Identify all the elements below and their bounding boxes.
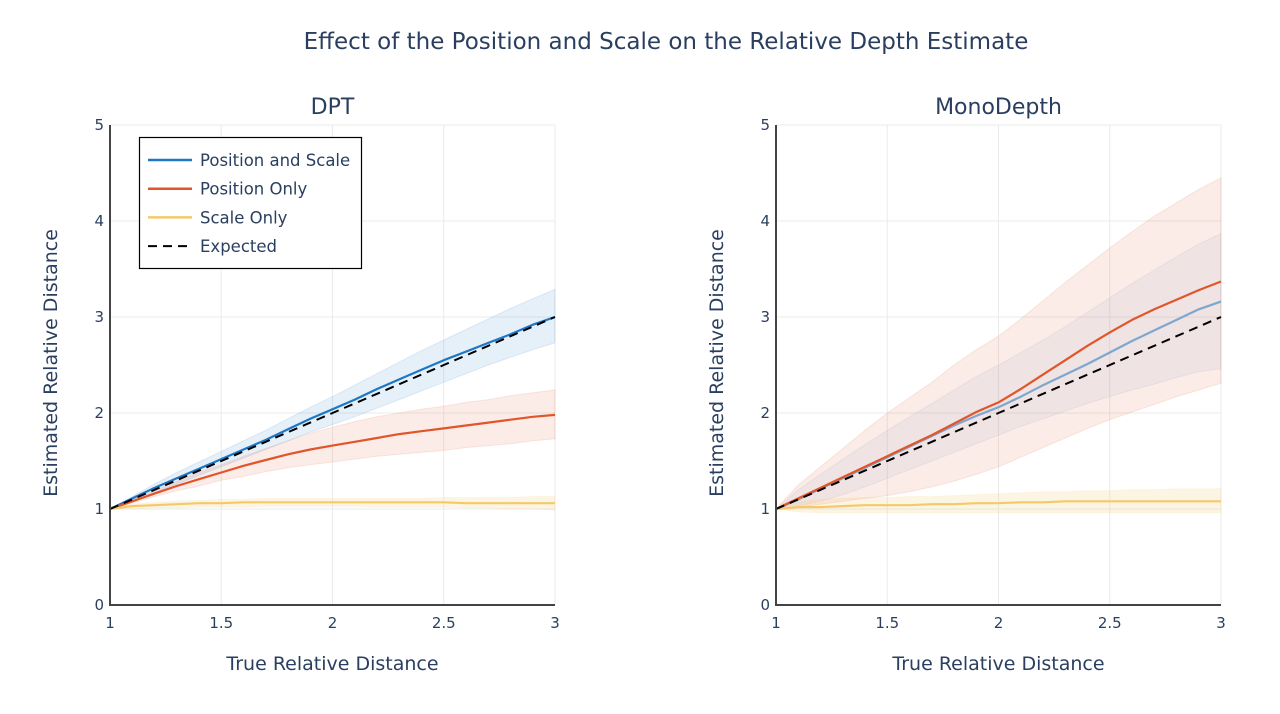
legend-label: Expected	[200, 237, 277, 256]
line-position-and-scale	[109, 315, 556, 510]
x-axis-title: True Relative Distance	[891, 653, 1104, 675]
x-tick-label: 1.5	[875, 614, 899, 632]
y-axis-title: Estimated Relative Distance	[40, 229, 62, 497]
line-position-only	[109, 413, 556, 511]
y-tick-label: 4	[94, 212, 104, 230]
band-position-and-scale	[109, 288, 556, 510]
x-tick-label: 1	[771, 614, 781, 632]
figure-title: Effect of the Position and Scale on the …	[304, 29, 1029, 55]
y-tick-label: 3	[94, 308, 104, 326]
x-tick-label: 2.5	[432, 614, 456, 632]
y-tick-label: 4	[760, 212, 770, 230]
line-expected	[109, 316, 556, 510]
y-tick-label: 5	[760, 116, 770, 134]
y-tick-label: 1	[94, 500, 104, 518]
subplot-title: DPT	[311, 95, 355, 120]
x-tick-label: 3	[1216, 614, 1226, 632]
x-axis-title: True Relative Distance	[225, 653, 438, 675]
x-tick-label: 2.5	[1098, 614, 1122, 632]
subplot-title: MonoDepth	[935, 95, 1062, 120]
x-tick-label: 2	[328, 614, 338, 632]
band-position-and-scale	[774, 232, 1222, 510]
legend-label: Position Only	[200, 180, 308, 199]
y-tick-label: 0	[760, 596, 770, 614]
line-expected	[775, 316, 1222, 510]
y-tick-label: 1	[760, 500, 770, 518]
x-tick-label: 3	[550, 614, 560, 632]
legend-label: Position and Scale	[200, 151, 350, 170]
y-axis-title: Estimated Relative Distance	[706, 229, 728, 497]
x-tick-label: 2	[994, 614, 1004, 632]
band-position-only	[774, 176, 1222, 510]
y-tick-label: 2	[760, 404, 770, 422]
line-scale-only	[775, 500, 1221, 511]
y-tick-label: 5	[94, 116, 104, 134]
line-position-only	[775, 280, 1222, 510]
x-tick-label: 1.5	[209, 614, 233, 632]
y-tick-label: 2	[94, 404, 104, 422]
y-tick-label: 0	[94, 596, 104, 614]
band-position-only	[109, 389, 556, 510]
legend: Position and Scale Position Only Scale Onl…	[138, 136, 363, 270]
x-tick-label: 1	[105, 614, 115, 632]
y-tick-label: 3	[760, 308, 770, 326]
legend-label: Scale Only	[200, 208, 288, 227]
line-scale-only	[109, 501, 555, 511]
